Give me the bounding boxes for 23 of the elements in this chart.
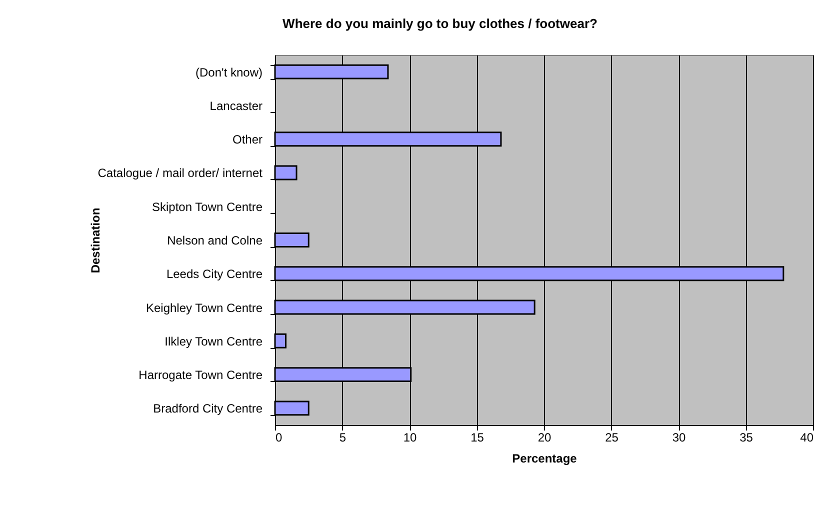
y-tick-label: Ilkley Town Centre <box>164 334 263 348</box>
x-tick-label: 15 <box>470 430 484 444</box>
x-tick-label: 40 <box>800 430 814 444</box>
y-tick-label: Skipton Town Centre <box>152 200 263 214</box>
x-tick-label: 20 <box>538 430 552 444</box>
x-tick-label: 10 <box>403 430 417 444</box>
x-tick-label: 0 <box>276 430 282 444</box>
y-tick-label: Other <box>232 132 262 147</box>
y-tick-label: Bradford City Centre <box>153 402 263 416</box>
x-tick-label: 5 <box>339 430 346 444</box>
x-tick-label: 25 <box>605 430 619 444</box>
x-tick-label: 30 <box>672 430 686 444</box>
y-axis-title: Destination <box>88 208 102 274</box>
y-tick-label: Nelson and Colne <box>167 234 263 248</box>
y-tick-label: Harrogate Town Centre <box>138 368 263 382</box>
y-tick-label: Lancaster <box>210 98 262 113</box>
x-axis-title: Percentage <box>512 452 578 466</box>
y-tick-label: Keighley Town Centre <box>146 300 263 315</box>
y-tick-label: Catalogue / mail order/ internet <box>98 166 264 180</box>
x-tick-label: 35 <box>740 430 754 444</box>
y-tick-label: Leeds City Centre <box>166 267 263 282</box>
y-tick-label: (Don't know) <box>196 65 262 80</box>
chart-title: Where do you mainly go to buy clothes / footwear? <box>282 16 598 31</box>
